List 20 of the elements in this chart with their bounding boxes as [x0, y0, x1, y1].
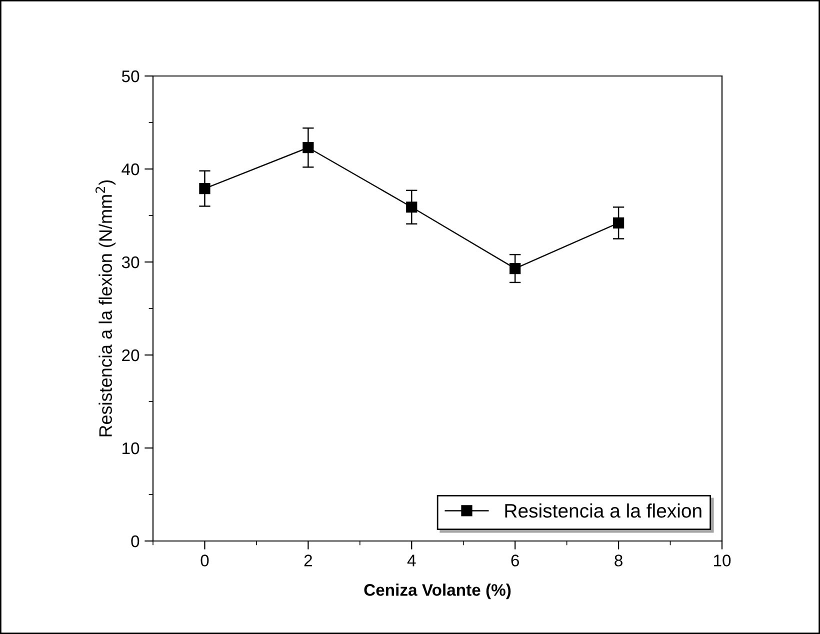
x-axis-title: Ceniza Volante (%): [364, 584, 511, 600]
x-tick-label: 6: [511, 554, 519, 566]
x-tick-label: 10: [714, 554, 731, 566]
point: [302, 142, 314, 154]
x-tick-label: 4: [407, 554, 416, 566]
point: [612, 217, 624, 228]
y-tick-label: 0: [131, 535, 140, 548]
y-tick-label: 30: [122, 256, 140, 268]
point: [199, 182, 210, 194]
point: [510, 262, 521, 274]
legend-label: Resistencia a la flexion: [505, 503, 702, 518]
y-axis-title: Resistencia a la flexion (N/mm$^{2}$): [95, 180, 116, 436]
y-tick-label: 50: [122, 70, 140, 82]
x-tick-label: 2: [304, 554, 312, 566]
x-tick-label: 8: [614, 554, 622, 566]
x-tick-label: 0: [200, 554, 209, 566]
y-tick-label: 10: [122, 442, 140, 454]
y-tick-label: 20: [122, 349, 140, 362]
y-tick-label: 40: [122, 163, 140, 176]
point: [406, 202, 418, 213]
